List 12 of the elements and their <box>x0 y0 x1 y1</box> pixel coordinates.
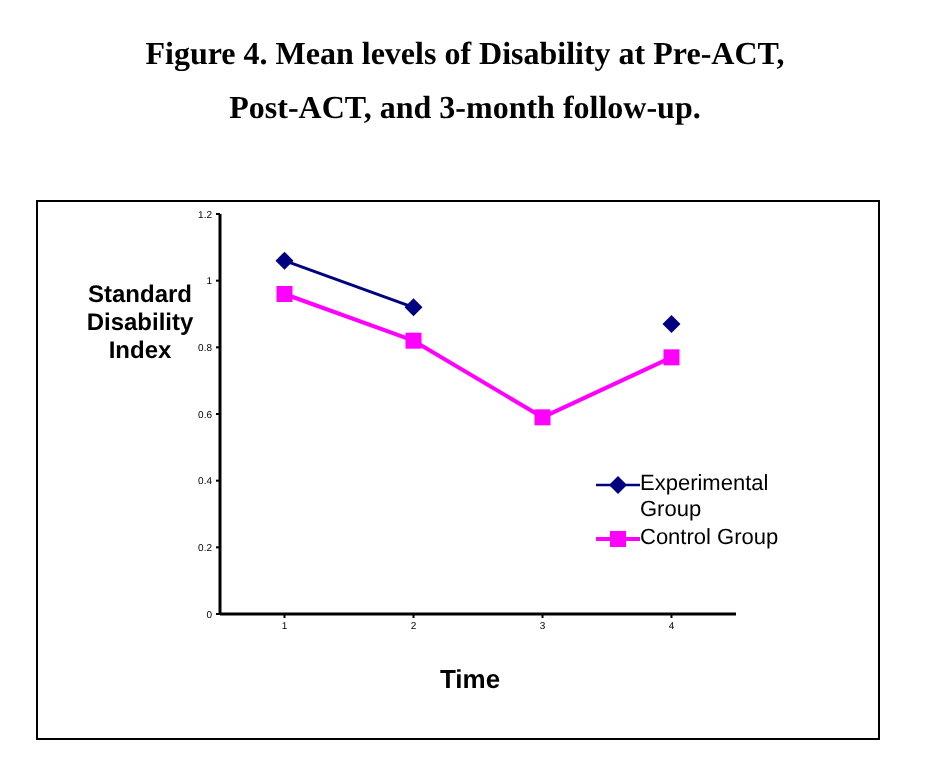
point <box>405 332 422 349</box>
legend-label: Control Group <box>640 526 779 552</box>
chart-title: Figure 4. Mean levels of Disability at Pre-ACT, Post-ACT, and 3-month follow-up. <box>143 36 787 130</box>
point <box>663 349 680 366</box>
point <box>275 251 294 270</box>
legend-label: Experimental Group <box>640 472 771 524</box>
point <box>534 409 551 426</box>
point <box>404 298 423 317</box>
x-axis-title: Time <box>437 664 503 694</box>
point <box>662 315 681 333</box>
point <box>276 286 293 302</box>
y-axis-title: Standard Disability Index <box>86 280 194 364</box>
